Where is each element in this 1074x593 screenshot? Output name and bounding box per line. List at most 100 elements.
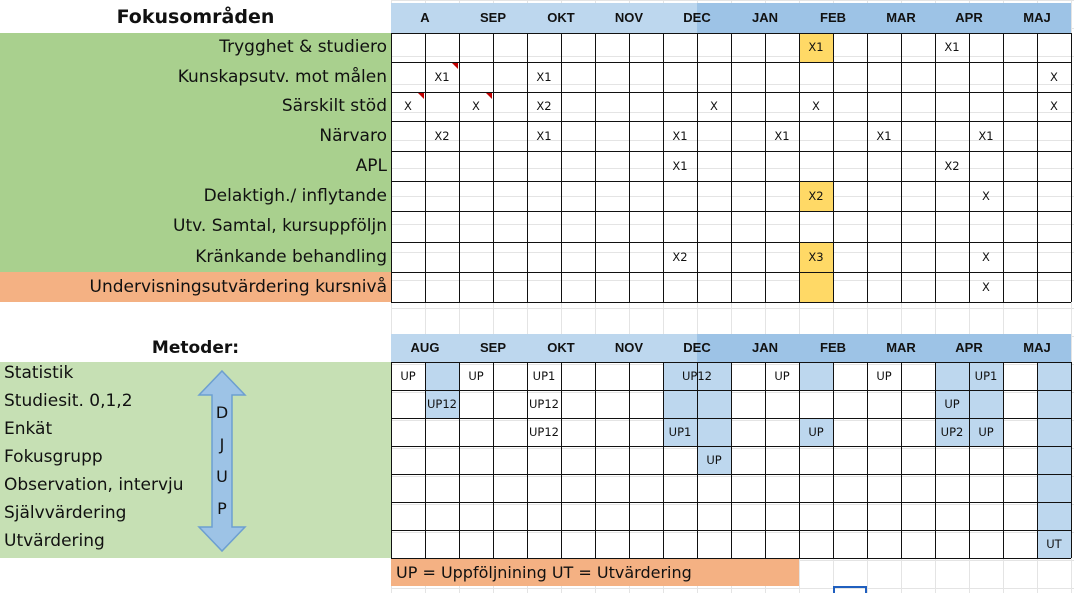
table-line-h	[391, 530, 1071, 531]
focus-row-bg	[0, 121, 391, 151]
schedule-cell[interactable]: X1	[672, 129, 688, 143]
table-line-v	[527, 362, 528, 558]
cell-fill	[663, 390, 697, 418]
schedule-cell[interactable]: X1	[774, 129, 790, 143]
month-header-band	[391, 334, 697, 362]
month-header-nov: NOV	[614, 340, 644, 355]
schedule-cell[interactable]: X	[404, 99, 412, 113]
cell-fill	[799, 362, 833, 390]
method-cell[interactable]: UP12	[682, 369, 712, 383]
cell-fill	[799, 242, 833, 272]
schedule-cell[interactable]: X1	[434, 70, 450, 84]
cell-fill	[663, 418, 697, 446]
month-header-maj: MAJ	[1023, 340, 1051, 355]
method-cell[interactable]: UP	[876, 369, 892, 383]
focus-row-label: Delaktigh./ inflytande	[203, 186, 387, 206]
cell-fill	[969, 418, 1003, 446]
table-line-v	[833, 362, 834, 558]
schedule-cell[interactable]: X2	[944, 159, 960, 173]
schedule-cell[interactable]: X1	[944, 40, 960, 54]
schedule-cell[interactable]: X	[812, 99, 820, 113]
table-line-v	[425, 362, 426, 558]
table-line-v	[595, 362, 596, 558]
method-cell[interactable]: UP	[468, 369, 484, 383]
grid-line-h	[391, 0, 1074, 1]
schedule-cell[interactable]: X1	[978, 129, 994, 143]
schedule-cell[interactable]: X2	[536, 99, 552, 113]
grid-line-h	[391, 532, 1074, 533]
schedule-cell[interactable]: X	[472, 99, 480, 113]
method-cell[interactable]: UP12	[427, 397, 457, 411]
month-header-dec: DEC	[683, 10, 711, 25]
month-header-feb: FEB	[820, 340, 846, 355]
method-row-label: Observation, intervju	[4, 475, 184, 495]
method-cell[interactable]: UP2	[940, 425, 964, 439]
table-line-v	[1037, 362, 1038, 558]
focus-row-label: Undervisningsutvärdering kursnivå	[89, 277, 387, 297]
method-cell[interactable]: UP	[944, 397, 960, 411]
method-cell[interactable]: UP	[774, 369, 790, 383]
method-cell[interactable]: UP1	[974, 369, 998, 383]
schedule-cell[interactable]: X	[982, 280, 990, 294]
cell-fill	[425, 390, 459, 418]
method-cell[interactable]: UT	[1046, 537, 1062, 551]
selected-cell[interactable]	[833, 586, 867, 593]
method-cell[interactable]: UP12	[529, 425, 559, 439]
table-line-v	[799, 362, 800, 558]
schedule-cell[interactable]: X1	[536, 129, 552, 143]
month-header-nov: NOV	[614, 10, 644, 25]
schedule-cell[interactable]: X	[710, 99, 718, 113]
double-arrow-icon	[197, 369, 247, 553]
method-cell[interactable]: UP1	[532, 369, 556, 383]
table-line-v	[799, 33, 800, 302]
month-header-band	[391, 3, 697, 33]
method-row-label: Fokusgrupp	[4, 447, 103, 467]
schedule-cell[interactable]: X1	[808, 40, 824, 54]
cell-fill	[1037, 474, 1071, 502]
method-cell[interactable]: UP	[706, 453, 722, 467]
table-line-v	[459, 33, 460, 302]
focus-row-bg	[0, 181, 391, 211]
table-line-v	[493, 362, 494, 558]
method-cell[interactable]: UP	[400, 369, 416, 383]
table-line-v	[731, 362, 732, 558]
schedule-cell[interactable]: X2	[434, 129, 450, 143]
schedule-cell[interactable]: X2	[672, 250, 688, 264]
table-line-h	[391, 33, 1071, 34]
month-header-okt: OKT	[547, 340, 575, 355]
cell-fill	[1037, 418, 1071, 446]
cell-fill	[799, 33, 833, 62]
schedule-cell[interactable]: X	[1050, 70, 1058, 84]
table-line-v	[867, 362, 868, 558]
djup-letter: P	[217, 499, 227, 518]
schedule-cell[interactable]: X1	[536, 70, 552, 84]
table-line-v	[629, 33, 630, 302]
table-line-v	[901, 362, 902, 558]
table-line-v	[1037, 33, 1038, 302]
table-line-v	[935, 362, 936, 558]
method-cell[interactable]: UP	[808, 425, 824, 439]
schedule-cell[interactable]: X	[982, 250, 990, 264]
djup-letter: U	[216, 467, 228, 486]
cell-fill	[1037, 530, 1071, 558]
table-line-h	[391, 181, 1071, 182]
schedule-cell[interactable]: X3	[808, 250, 824, 264]
grid-line-h	[391, 168, 1074, 169]
table-line-v	[561, 33, 562, 302]
schedule-cell[interactable]: X1	[672, 159, 688, 173]
method-cell[interactable]: UP12	[529, 397, 559, 411]
month-header-okt: OKT	[547, 10, 575, 25]
schedule-cell[interactable]: X2	[808, 189, 824, 203]
schedule-cell[interactable]: X1	[876, 129, 892, 143]
comment-marker-icon	[486, 93, 492, 99]
method-cell[interactable]: UP	[978, 425, 994, 439]
schedule-cell[interactable]: X	[982, 189, 990, 203]
method-cell[interactable]: UP1	[668, 425, 692, 439]
schedule-cell[interactable]: X	[1050, 99, 1058, 113]
table-line-h	[391, 272, 1071, 273]
grid-line-h	[391, 280, 1074, 281]
month-header-mar: MAR	[886, 340, 916, 355]
focus-row-bg	[0, 211, 391, 242]
table-line-v	[697, 33, 698, 302]
method-row-label: Statistik	[4, 363, 74, 383]
